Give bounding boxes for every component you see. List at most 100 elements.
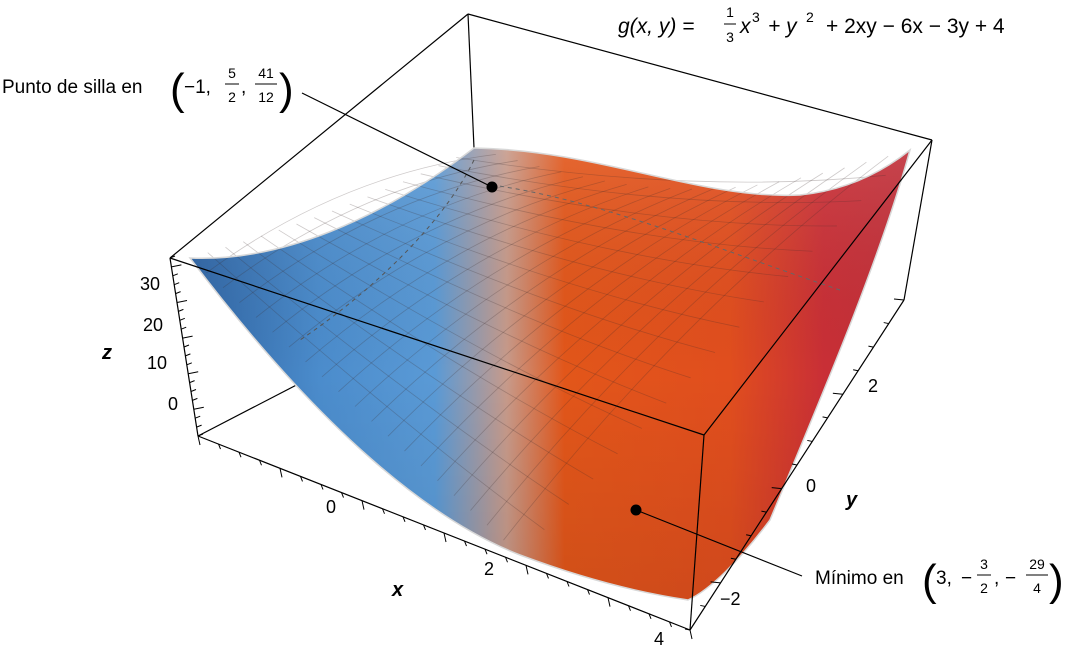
svg-text:1: 1 (726, 4, 734, 20)
right-paren: ) (279, 65, 294, 114)
tick-mark (868, 345, 874, 348)
tick-mark (178, 308, 184, 312)
x-axis: x 0 2 4 (326, 497, 664, 649)
tick-mark (188, 371, 199, 375)
tick-mark (746, 534, 752, 537)
svg-text:−: − (1005, 568, 1016, 589)
tick-mark (182, 335, 193, 339)
tick-mark (185, 353, 191, 357)
tick-mark (218, 443, 221, 450)
svg-text:3: 3 (980, 556, 988, 572)
mesh-line (305, 183, 627, 363)
mesh-line (456, 157, 886, 183)
mesh-line (486, 161, 867, 526)
tick-mark (761, 510, 767, 513)
x-axis-label: x (391, 579, 404, 601)
tick-mark (505, 557, 508, 563)
tick-mark (172, 273, 178, 277)
tick-mark (700, 604, 706, 607)
svg-text:5: 5 (228, 65, 236, 81)
z-tick-label: 20 (143, 315, 163, 335)
right-paren: ) (1049, 556, 1064, 605)
mesh-line (453, 172, 824, 496)
tick-mark (197, 433, 204, 437)
mesh-line (438, 165, 862, 204)
tick-mark (181, 326, 187, 330)
tick-mark (179, 317, 185, 321)
tick-mark (382, 508, 385, 514)
saddle-point-marker (486, 181, 498, 193)
tick-mark (183, 344, 190, 348)
tick-mark (443, 532, 447, 543)
y-tick-label: 0 (806, 476, 816, 496)
tick-mark (807, 439, 813, 442)
tick-mark (279, 468, 283, 478)
tick-mark (689, 629, 693, 640)
tick-mark (566, 581, 570, 587)
svg-text:41: 41 (258, 65, 274, 81)
z-tick-label: 0 (168, 394, 178, 414)
mesh-line (296, 223, 667, 404)
tick-mark (883, 322, 889, 325)
mesh-line (288, 180, 605, 348)
mesh-line (420, 181, 780, 467)
svg-text:Punto de silla en: Punto de silla en (2, 77, 143, 98)
svg-text:g(x, y) =: g(x, y) = (618, 15, 694, 38)
surface (188, 147, 912, 601)
y-tick-label: −2 (720, 589, 741, 609)
svg-text:2: 2 (228, 89, 236, 105)
left-paren: ( (170, 65, 185, 114)
z-tick-label: 30 (140, 274, 160, 294)
tick-mark (341, 492, 344, 498)
mesh-line (402, 181, 813, 252)
tick-mark (771, 487, 782, 490)
mesh-line (321, 186, 649, 378)
tick-mark (832, 392, 843, 395)
mesh-line (278, 229, 643, 429)
tick-mark (169, 255, 176, 259)
svg-text:,: , (241, 77, 246, 98)
tick-mark (196, 424, 202, 428)
tick-mark (893, 298, 905, 301)
y-axis-label: y (845, 489, 858, 511)
tick-mark (193, 406, 204, 410)
mesh-line (371, 188, 714, 422)
tick-mark (710, 581, 721, 584)
tick-mark (822, 416, 828, 419)
svg-text:Mínimo en: Mínimo en (815, 568, 904, 589)
tick-mark (186, 362, 192, 366)
tick-mark (484, 548, 488, 555)
mesh-line (260, 235, 618, 455)
mesh-line (470, 167, 845, 511)
tick-mark (730, 557, 736, 560)
svg-text:+ 2xy − 6x − 3y + 4: + 2xy − 6x − 3y + 4 (826, 15, 1005, 38)
svg-text:x: x (739, 15, 752, 38)
tick-mark (525, 565, 529, 575)
svg-text:12: 12 (258, 89, 274, 105)
tick-mark (171, 264, 182, 268)
tick-mark (628, 605, 631, 611)
minimum-point-annotation: Mínimo en ( 3, − 3 2 , − 29 4 ) (630, 504, 1064, 605)
tick-mark (791, 463, 798, 466)
svg-text:29: 29 (1029, 556, 1045, 572)
mesh-line (503, 155, 889, 541)
tick-mark (546, 573, 549, 579)
tick-mark (320, 484, 324, 490)
mesh-line (207, 252, 545, 531)
mesh-line (349, 203, 740, 328)
mesh-line (420, 173, 837, 227)
tick-mark (361, 500, 365, 510)
mesh-line (404, 184, 758, 452)
mesh-line (331, 210, 716, 353)
svg-text:+ y: + y (768, 15, 798, 38)
mesh-line (338, 188, 671, 392)
tick-mark (669, 621, 672, 628)
x-tick-label: 0 (326, 497, 336, 517)
z-axis: z 30 20 10 0 (101, 274, 178, 414)
tick-mark (300, 476, 303, 482)
z-tick-label: 10 (147, 353, 167, 373)
svg-text:−: − (961, 568, 972, 589)
mesh-line (239, 166, 540, 303)
left-paren: ( (922, 556, 937, 605)
svg-text:−1,: −1, (184, 77, 211, 98)
